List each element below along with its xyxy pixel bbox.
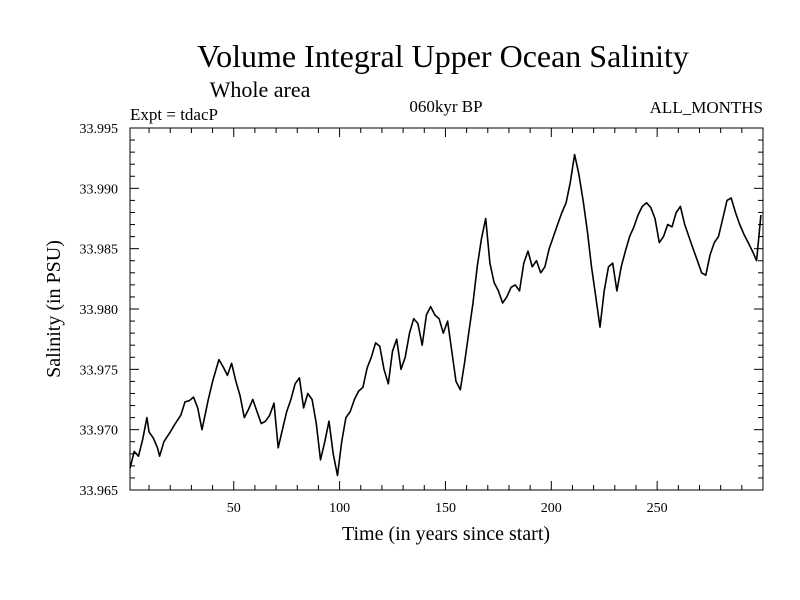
y-axis: 33.965 33.970 33.975 33.980 33.985 33.990 33.9… xyxy=(80,122,763,499)
chart-subtitle: Whole area xyxy=(210,77,311,102)
chart-title: Volume Integral Upper Ocean Salinity xyxy=(197,38,689,74)
y-tick-label: 33.970 xyxy=(80,424,119,439)
y-tick-label: 33.985 xyxy=(80,243,119,258)
x-tick-label: 150 xyxy=(435,501,456,516)
salinity-series-line xyxy=(129,153,762,477)
x-tick-label: 250 xyxy=(647,501,668,516)
y-tick-label: 33.980 xyxy=(80,303,119,318)
y-tick-label: 33.975 xyxy=(80,363,119,378)
x-tick-label: 100 xyxy=(329,501,350,516)
y-tick-label: 33.965 xyxy=(80,484,119,499)
plot-frame xyxy=(129,127,764,491)
y-tick-label: 33.990 xyxy=(80,182,119,197)
experiment-label: Expt = tdacP xyxy=(130,105,218,124)
x-tick-label: 200 xyxy=(541,501,562,516)
period-label: 060kyr BP xyxy=(409,97,482,116)
y-axis-label: Salinity (in PSU) xyxy=(43,240,65,378)
x-axis: 50 100 150 200 250 xyxy=(148,128,743,516)
months-label: ALL_MONTHS xyxy=(650,98,763,117)
x-axis-label: Time (in years since start) xyxy=(342,523,550,545)
x-tick-label: 50 xyxy=(227,501,241,516)
y-tick-label: 33.995 xyxy=(80,122,119,137)
